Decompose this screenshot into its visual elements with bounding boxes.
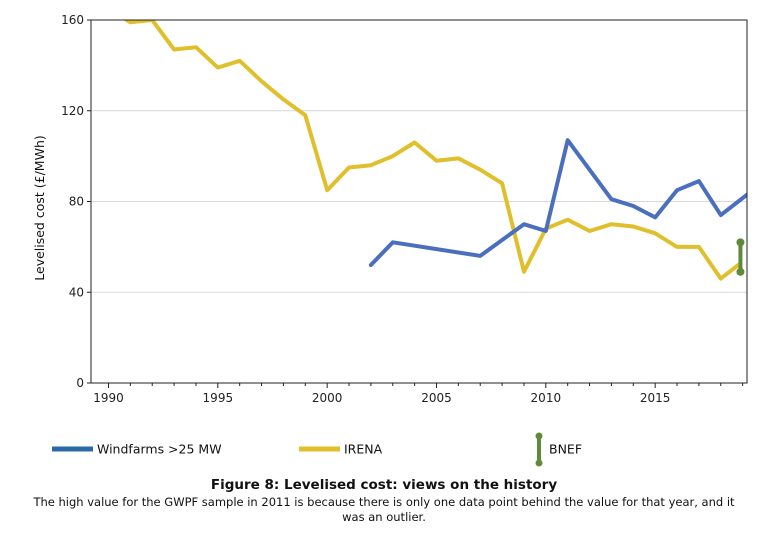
series-line-windfarms: [368, 138, 747, 267]
y-tick-label-0: 0: [76, 376, 84, 390]
figure-note: The high value for the GWPF sample in 20…: [33, 495, 735, 524]
chart: 1990 1995 2000 2005 2010 2015 0 40 80 120 160 Lev…: [32, 13, 748, 467]
legend-swatch-bnef-top: [535, 432, 543, 440]
y-tick-label-40: 40: [69, 285, 84, 299]
x-tick-label-2010: 2010: [531, 391, 562, 405]
figure-title: Figure 8: Levelised cost: views on the h…: [210, 477, 558, 493]
legend: Windfarms >25 MW IRENA BNEF: [52, 432, 582, 467]
y-tick-label-80: 80: [69, 195, 84, 209]
series-group: [122, 20, 747, 281]
bnef-range-low-point: [736, 267, 745, 276]
y-tick-label-160: 160: [61, 13, 84, 27]
x-axis: 1990 1995 2000 2005 2010 2015: [93, 383, 744, 405]
legend-label-bnef: BNEF: [549, 442, 582, 457]
y-tick-label-120: 120: [61, 104, 84, 118]
x-tick-label-1990: 1990: [93, 391, 124, 405]
grid-lines: [91, 110, 747, 293]
y-axis-label: Levelised cost (£/MWh): [32, 135, 47, 280]
x-tick-label-2015: 2015: [640, 391, 671, 405]
bnef-range-group: [736, 238, 745, 276]
legend-swatch-bnef-bottom: [535, 459, 543, 467]
x-tick-label-1995: 1995: [203, 391, 234, 405]
legend-label-windfarms: Windfarms >25 MW: [97, 442, 222, 457]
x-tick-label-2005: 2005: [421, 391, 452, 405]
legend-label-irena: IRENA: [344, 442, 383, 457]
series-line-irena: [122, 20, 741, 281]
x-tick-label-2000: 2000: [312, 391, 343, 405]
bnef-range-high-point: [736, 238, 745, 247]
y-axis: 0 40 80 120 160: [61, 13, 91, 390]
